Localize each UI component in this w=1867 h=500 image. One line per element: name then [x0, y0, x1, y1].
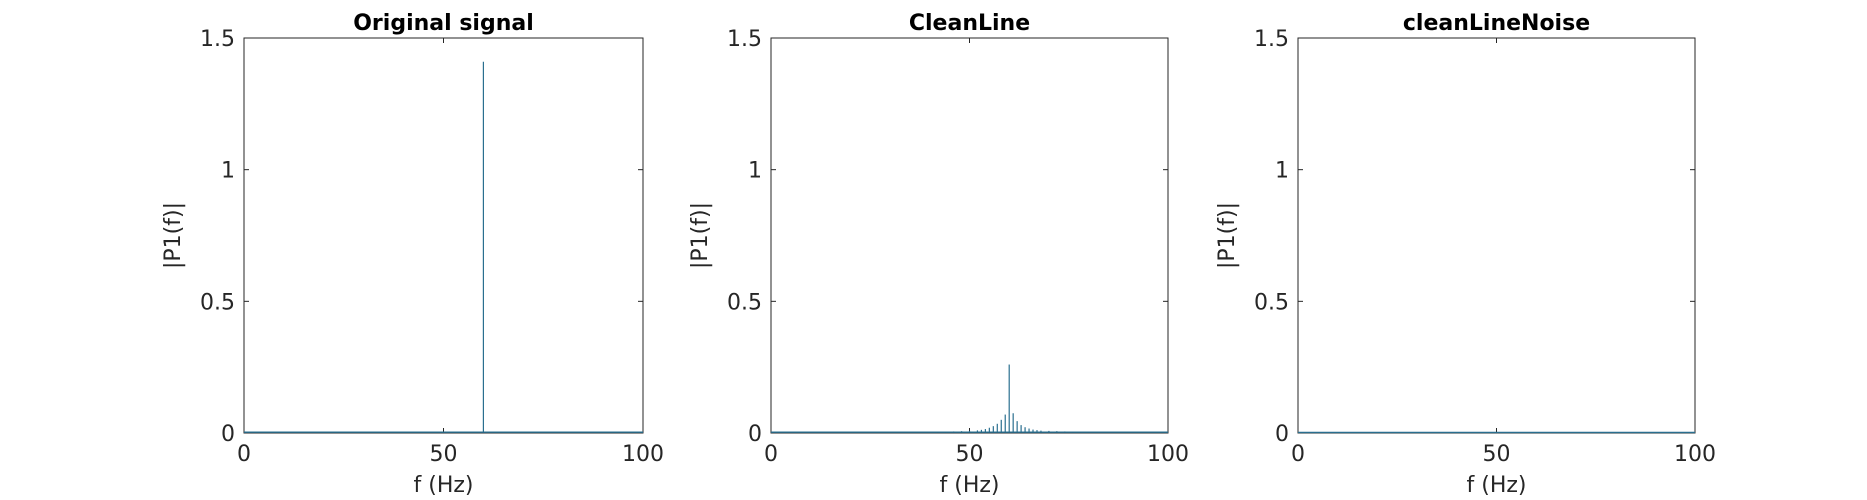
y-tick-label: 0 — [221, 422, 235, 447]
y-axis-label: |P1(f)| — [1215, 202, 1240, 269]
x-tick-label: 50 — [430, 442, 458, 467]
y-tick-label: 1.5 — [1254, 27, 1289, 52]
x-tick-label: 0 — [1291, 442, 1305, 467]
y-axis-label: |P1(f)| — [161, 202, 186, 269]
chart-panel-2: CleanLine 0 50 100 0 0.5 1 1.5 f (Hz) |P1(f)| — [688, 11, 1189, 498]
y-tick-label: 1 — [221, 159, 235, 184]
x-axis-label: f (Hz) — [940, 473, 1000, 498]
y-tick-label: 1.5 — [727, 27, 762, 52]
chart-panel-1: Original signal 0 50 100 0 0.5 1 1.5 f (Hz) |P1(f… — [161, 11, 664, 498]
x-tick-label: 0 — [764, 442, 778, 467]
chart-title: cleanLineNoise — [1403, 11, 1590, 36]
x-tick-label: 50 — [1483, 442, 1511, 467]
y-tick-label: 0.5 — [1254, 290, 1289, 315]
chart-title: CleanLine — [909, 11, 1030, 36]
y-tick-label: 1 — [1275, 159, 1289, 184]
chart-title: Original signal — [353, 11, 534, 36]
x-tick-label: 0 — [237, 442, 251, 467]
x-tick-label: 100 — [1147, 442, 1189, 467]
x-tick-label: 100 — [1674, 442, 1716, 467]
y-tick-label: 0.5 — [200, 290, 235, 315]
x-tick-label: 50 — [956, 442, 984, 467]
x-tick-label: 100 — [622, 442, 664, 467]
axes-frame — [770, 37, 1169, 434]
y-tick-label: 0 — [748, 422, 762, 447]
axes-frame — [1297, 37, 1696, 434]
y-tick-label: 1 — [748, 159, 762, 184]
chart-panel-3: cleanLineNoise 0 50 100 0 0.5 1 1.5 f (Hz) |P1(f)… — [1215, 11, 1716, 498]
y-tick-label: 1.5 — [200, 27, 235, 52]
axes-frame — [243, 37, 644, 434]
x-axis-label: f (Hz) — [414, 473, 474, 498]
x-axis-label: f (Hz) — [1467, 473, 1527, 498]
y-axis-label: |P1(f)| — [688, 202, 713, 269]
y-tick-label: 0.5 — [727, 290, 762, 315]
y-tick-label: 0 — [1275, 422, 1289, 447]
